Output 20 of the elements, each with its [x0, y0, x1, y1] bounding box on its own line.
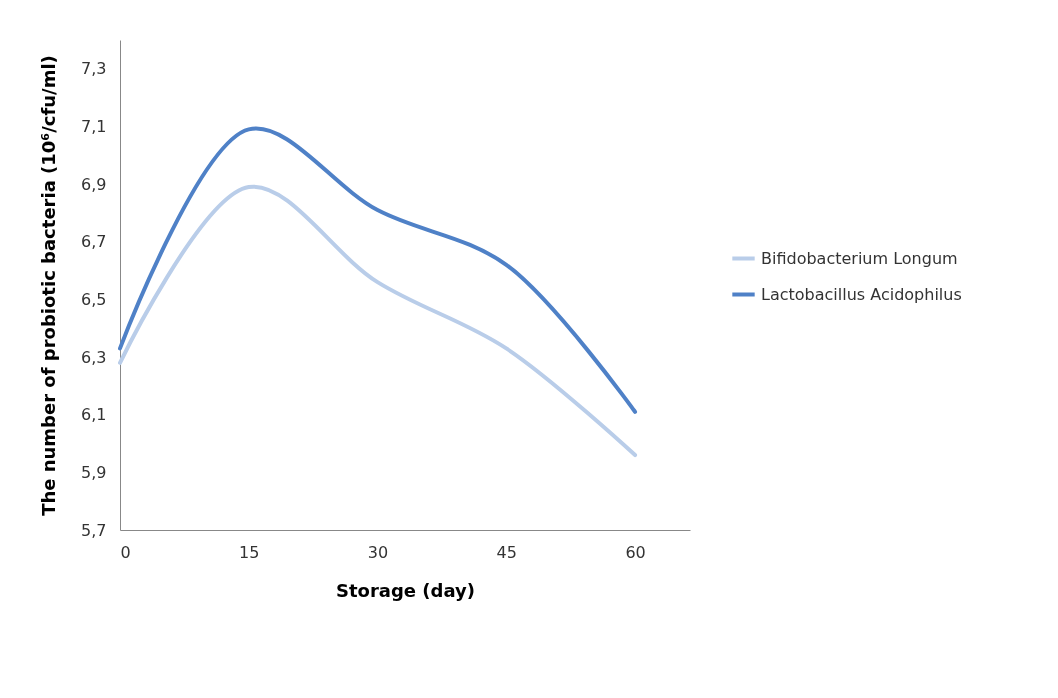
y-tick-label: 7,3	[81, 59, 107, 79]
x-tick-label: 45	[496, 542, 517, 562]
y-tick-label: 6,1	[81, 405, 107, 425]
y-tick-label: 6,9	[81, 174, 107, 194]
y-tick-label: 5,7	[81, 520, 107, 540]
y-axis-title: The number of probiotic bacteria (10⁶/cfu/ml)	[38, 55, 60, 516]
x-tick-label: 15	[239, 542, 260, 562]
x-tick-label: 60	[625, 542, 646, 562]
legend-label: Lactobacillus Acidophilus	[761, 284, 962, 304]
y-tick-label: 6,7	[81, 232, 107, 252]
y-tick-label: 6,3	[81, 347, 107, 367]
legend-label: Bifidobacterium Longum	[761, 248, 958, 268]
x-tick-label: 30	[367, 542, 389, 562]
y-tick-label: 6,5	[81, 289, 107, 309]
y-tick-label: 5,9	[81, 462, 107, 482]
x-tick-label: 0	[120, 542, 131, 562]
y-tick-label: 7,1	[81, 116, 107, 136]
x-axis-title: Storage (day)	[336, 579, 475, 601]
line-series	[118, 126, 638, 414]
line-series	[118, 185, 638, 458]
